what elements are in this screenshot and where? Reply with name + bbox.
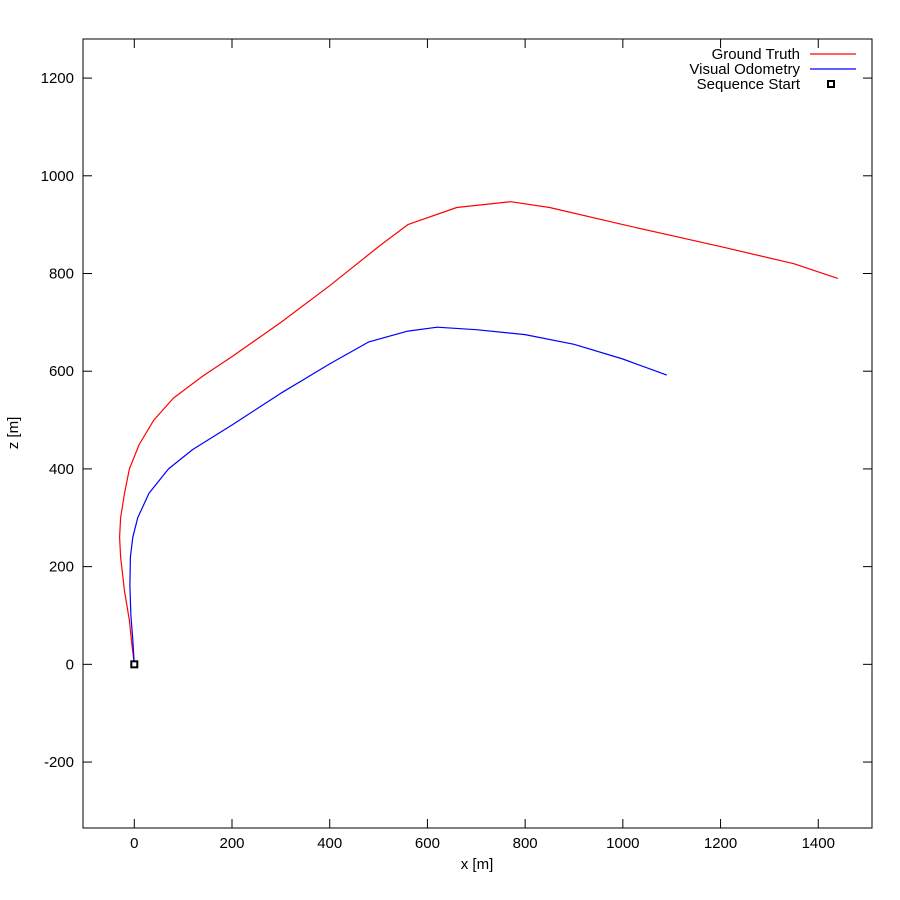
x-tick-label: 1400 (802, 835, 835, 852)
y-tick-label: 0 (66, 656, 74, 673)
y-tick-label: 800 (49, 266, 74, 283)
x-axis-label: x [m] (461, 856, 494, 873)
x-tick-label: 200 (219, 835, 244, 852)
x-tick-label: 400 (317, 835, 342, 852)
series-line (129, 326, 668, 665)
legend-label: Ground Truth (712, 46, 800, 63)
sequence-start-marker (130, 660, 139, 669)
plot-frame (82, 38, 873, 829)
y-axis-ticks: -200 0 200 400 600 800 1000 1200 (41, 70, 872, 771)
y-tick-label: -200 (44, 754, 74, 771)
y-tick-label: 1200 (41, 70, 74, 87)
x-tick-label: 600 (415, 835, 440, 852)
x-tick-label: 0 (130, 835, 138, 852)
y-tick-label: 600 (49, 363, 74, 380)
series-line (119, 201, 838, 665)
y-tick-label: 200 (49, 559, 74, 576)
y-tick-label: 400 (49, 461, 74, 478)
legend-label: Visual Odometry (689, 61, 800, 78)
x-tick-label: 1200 (704, 835, 737, 852)
y-tick-label: 1000 (41, 168, 74, 185)
legend-label: Sequence Start (697, 76, 801, 93)
series-layer (119, 201, 838, 665)
legend-marker-swatch (827, 80, 835, 88)
marker-layer (130, 660, 139, 669)
x-axis-ticks: 0 200 400 600 800 1000 1200 1400 (130, 39, 835, 852)
x-tick-label: 800 (513, 835, 538, 852)
x-tick-label: 1000 (606, 835, 639, 852)
y-axis-label: z [m] (5, 417, 22, 450)
